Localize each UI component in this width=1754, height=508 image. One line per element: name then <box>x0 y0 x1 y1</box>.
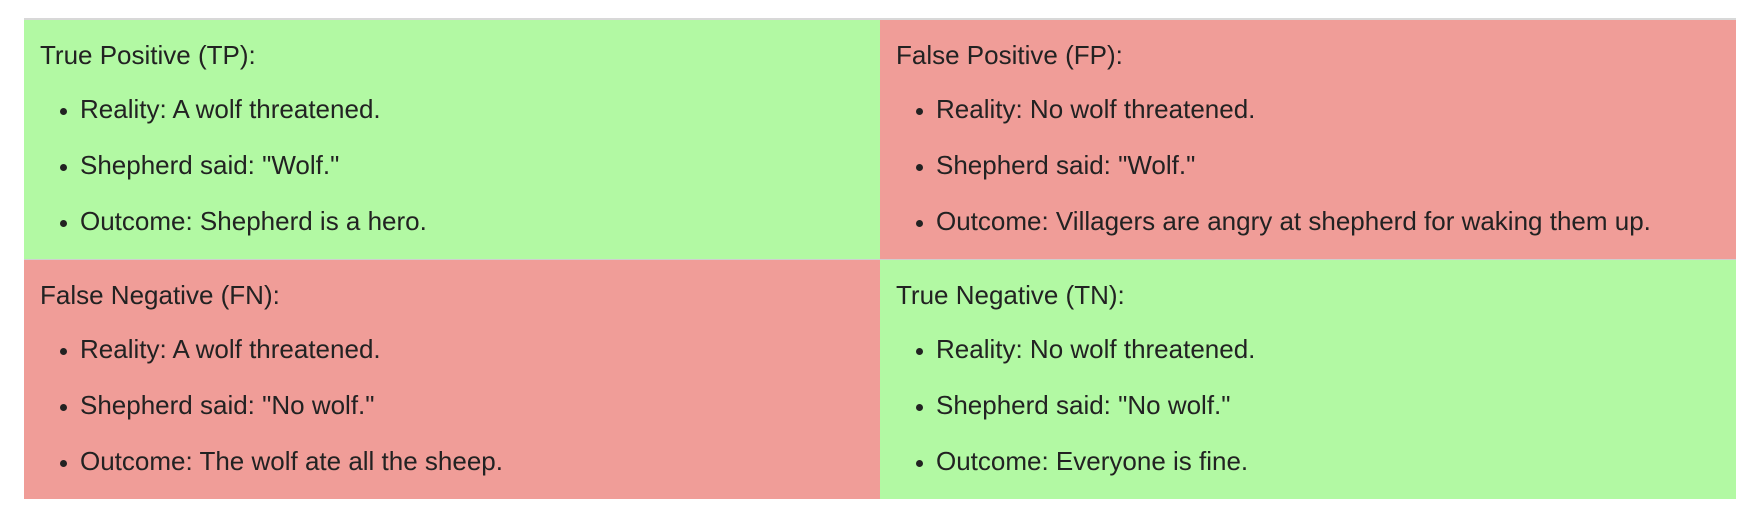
true-positive-cell: True Positive (TP): Reality: A wolf thre… <box>24 20 880 260</box>
true-positive-list: Reality: A wolf threatened. Shepherd sai… <box>40 92 864 238</box>
list-item: Outcome: Shepherd is a hero. <box>80 204 864 238</box>
list-item: Outcome: Villagers are angry at shepherd… <box>936 204 1720 238</box>
true-negative-title: True Negative (TN): <box>896 280 1125 310</box>
false-positive-title: False Positive (FP): <box>896 40 1123 70</box>
false-negative-list: Reality: A wolf threatened. Shepherd sai… <box>40 332 864 478</box>
list-item: Outcome: The wolf ate all the sheep. <box>80 444 864 478</box>
false-negative-title: False Negative (FN): <box>40 280 280 310</box>
false-positive-list: Reality: No wolf threatened. Shepherd sa… <box>896 92 1720 238</box>
list-item: Shepherd said: "No wolf." <box>80 388 864 422</box>
false-negative-cell: False Negative (FN): Reality: A wolf thr… <box>24 260 880 499</box>
false-positive-cell: False Positive (FP): Reality: No wolf th… <box>880 20 1736 260</box>
list-item: Shepherd said: "No wolf." <box>936 388 1720 422</box>
list-item: Outcome: Everyone is fine. <box>936 444 1720 478</box>
true-negative-cell: True Negative (TN): Reality: No wolf thr… <box>880 260 1736 499</box>
list-item: Reality: A wolf threatened. <box>80 332 864 366</box>
list-item: Reality: No wolf threatened. <box>936 332 1720 366</box>
list-item: Shepherd said: "Wolf." <box>80 148 864 182</box>
list-item: Shepherd said: "Wolf." <box>936 148 1720 182</box>
confusion-matrix-table: True Positive (TP): Reality: A wolf thre… <box>24 18 1736 499</box>
true-negative-list: Reality: No wolf threatened. Shepherd sa… <box>896 332 1720 478</box>
list-item: Reality: No wolf threatened. <box>936 92 1720 126</box>
list-item: Reality: A wolf threatened. <box>80 92 864 126</box>
true-positive-title: True Positive (TP): <box>40 40 256 70</box>
